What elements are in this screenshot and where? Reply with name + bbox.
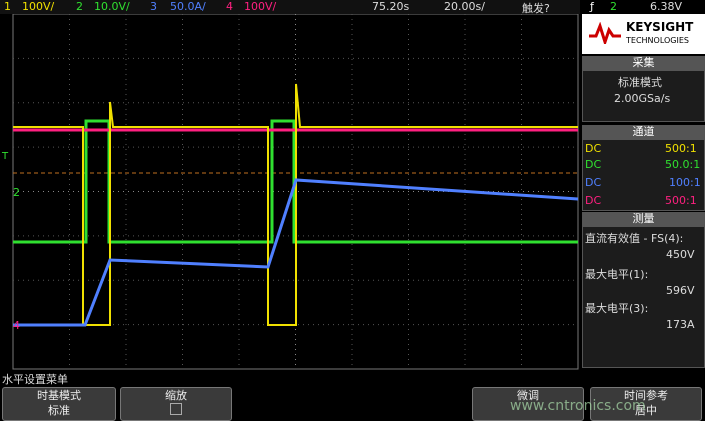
ch3-num[interactable]: 3 [150,0,157,13]
meas-title: 测量 [582,212,705,226]
softkey[interactable]: 缩放 [120,387,232,421]
meas-value: 450V [666,248,695,261]
chan-panel [582,139,705,211]
top-bar [0,0,580,14]
softkey-value: 标准 [48,404,70,417]
menu-title: 水平设置菜单 [2,373,68,386]
brand-sub: TECHNOLOGIES [626,36,689,45]
ch3-coupling: DC [585,176,602,189]
timebase[interactable]: 20.00s/ [444,0,485,13]
meas-label: 直流有效值 - FS(4): [585,232,684,245]
ch2-coupling: DC [585,158,602,171]
ch2-marker: 2 [13,186,20,199]
softkey-value: 居中 [635,404,657,417]
brand-name: KEYSIGHT [626,20,694,34]
ch1-trace [13,83,578,326]
meas-value: 596V [666,284,695,297]
softkey-label: 时基模式 [37,389,81,402]
ch3-probe: 100:1 [669,176,701,189]
acq-mode: 标准模式 [618,76,662,89]
chan-title: 通道 [582,125,705,139]
ch4-probe: 500:1 [665,194,697,207]
softkey-label: 时间参考 [624,389,668,402]
meas-label: 最大电平(3): [585,302,649,315]
meas-label: 最大电平(1): [585,268,649,281]
softkey-label: 缩放 [165,389,187,402]
ch4-marker: 4 [13,319,20,332]
ch1-scale[interactable]: 100V/ [22,0,55,13]
ch1-num[interactable]: 1 [4,0,11,13]
ch3-trace [13,178,579,327]
ch4-coupling: DC [585,194,602,207]
meas-value: 173A [666,318,695,331]
meas-panel [582,226,705,368]
trigger-status: 触发? [522,2,550,15]
ch3-scale[interactable]: 50.0A/ [170,0,206,13]
ch1-coupling: DC [585,142,602,155]
ch4-scale[interactable]: 100V/ [244,0,277,13]
acq-panel [582,70,705,122]
softkey-label: 微调 [517,389,539,402]
acq-title: 采集 [582,56,705,70]
ch2-scale[interactable]: 10.0V/ [94,0,130,13]
delay[interactable]: 75.20s [372,0,410,13]
trigger-level[interactable]: 6.38V [650,0,683,13]
ch2-probe: 50.0:1 [665,158,701,171]
trigger-source[interactable]: 2 [610,0,617,13]
ch4-num[interactable]: 4 [226,0,233,13]
brand-logo [589,22,621,44]
watermark: www.cntronics.com [510,398,646,414]
ch1-probe: 500:1 [665,142,697,155]
trigger-marker: T [1,151,9,162]
waveform-display: T 2 4 [1,14,579,370]
checkbox [170,403,182,415]
ch2-num[interactable]: 2 [76,0,83,13]
softkey[interactable]: 微调 [472,387,584,421]
trigger-icon: ƒ [590,0,594,13]
softkey[interactable]: 时基模式 标准 [2,387,116,421]
acq-rate: 2.00GSa/s [614,92,671,105]
